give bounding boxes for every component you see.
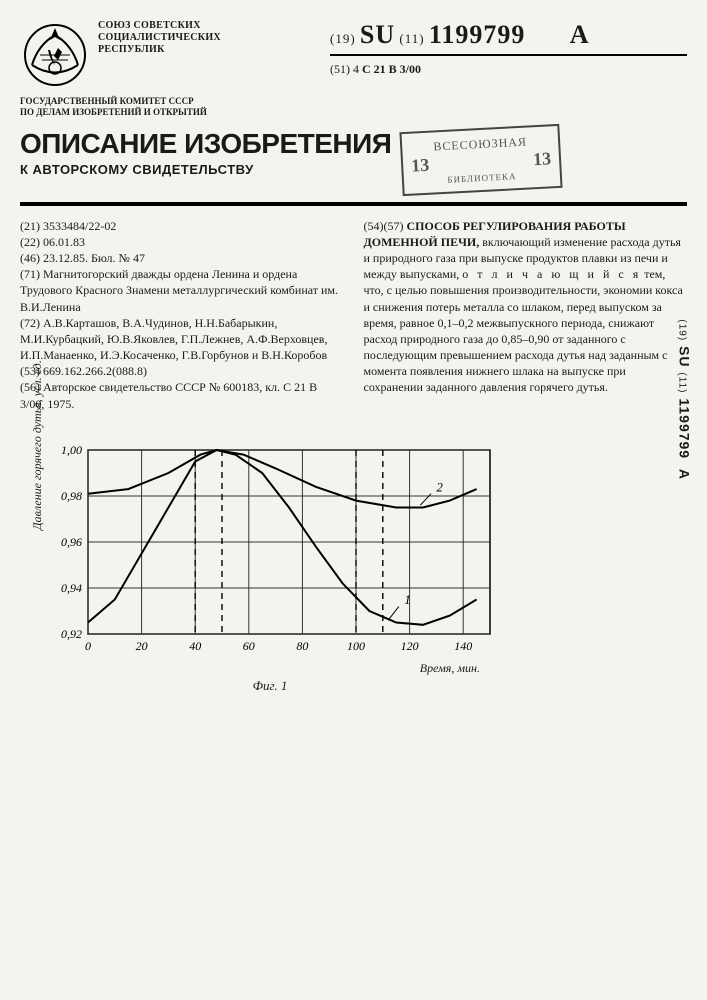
svg-text:120: 120: [401, 639, 419, 653]
svg-text:1,00: 1,00: [61, 443, 82, 457]
svg-text:40: 40: [189, 639, 201, 653]
x-axis-label: Время, мин.: [40, 661, 500, 676]
svg-text:0,98: 0,98: [61, 489, 82, 503]
svg-text:0,94: 0,94: [61, 581, 82, 595]
document-subtitle: К АВТОРСКОМУ СВИДЕТЕЛЬСТВУ: [20, 162, 391, 177]
bibliographic-columns: (21) 3533484/22-02 (22) 06.01.83 (46) 23…: [20, 218, 687, 412]
svg-text:60: 60: [243, 639, 255, 653]
svg-text:0,92: 0,92: [61, 627, 82, 641]
field-21: (21) 3533484/22-02: [20, 218, 344, 234]
field-22: (22) 06.01.83: [20, 234, 344, 250]
field-53: (53) 669.162.266.2(088.8): [20, 363, 344, 379]
svg-text:20: 20: [136, 639, 148, 653]
publication-number-block: (19) SU (11) 1199799 A (51) 4 С 21 В 3/0…: [306, 20, 687, 77]
svg-text:80: 80: [296, 639, 308, 653]
figure-1-chart: Давление горячего дутья, усл. ед. 0,920,…: [40, 440, 500, 694]
field-71: (71) Магнитогорский дважды ордена Ленина…: [20, 266, 344, 315]
svg-text:2: 2: [436, 479, 443, 494]
field-56: (56) Авторское свидетельство СССР № 6001…: [20, 379, 344, 411]
library-stamp: ВСЕСОЮЗНАЯ 1313 БИБЛИОТЕКА: [400, 123, 563, 195]
figure-caption: Фиг. 1: [40, 678, 500, 694]
field-46: (46) 23.12.85. Бюл. № 47: [20, 250, 344, 266]
state-emblem: [20, 20, 90, 90]
field-72: (72) А.В.Карташов, В.А.Чудинов, Н.Н.Баба…: [20, 315, 344, 364]
left-column: (21) 3533484/22-02 (22) 06.01.83 (46) 23…: [20, 218, 344, 412]
document-title: ОПИСАНИЕ ИЗОБРЕТЕНИЯ: [20, 128, 391, 160]
side-publication-number: (19) SU (11) 1199799 A: [677, 319, 693, 480]
committee-name: ГОСУДАРСТВЕННЫЙ КОМИТЕТ СССР ПО ДЕЛАМ ИЗ…: [20, 96, 280, 118]
svg-text:1: 1: [404, 592, 411, 607]
svg-text:0,96: 0,96: [61, 535, 82, 549]
svg-text:100: 100: [347, 639, 365, 653]
right-column: (54)(57) СПОСОБ РЕГУЛИРОВАНИЯ РАБОТЫ ДОМ…: [364, 218, 688, 412]
svg-text:140: 140: [454, 639, 472, 653]
svg-text:0: 0: [85, 639, 91, 653]
union-name: СОЮЗ СОВЕТСКИХ СОЦИАЛИСТИЧЕСКИХ РЕСПУБЛИ…: [98, 20, 298, 56]
chart-svg: 0,92 0,94 0,96 0,98 1,00 0 20 40 60 80 100 120 140 1 2: [40, 440, 500, 660]
